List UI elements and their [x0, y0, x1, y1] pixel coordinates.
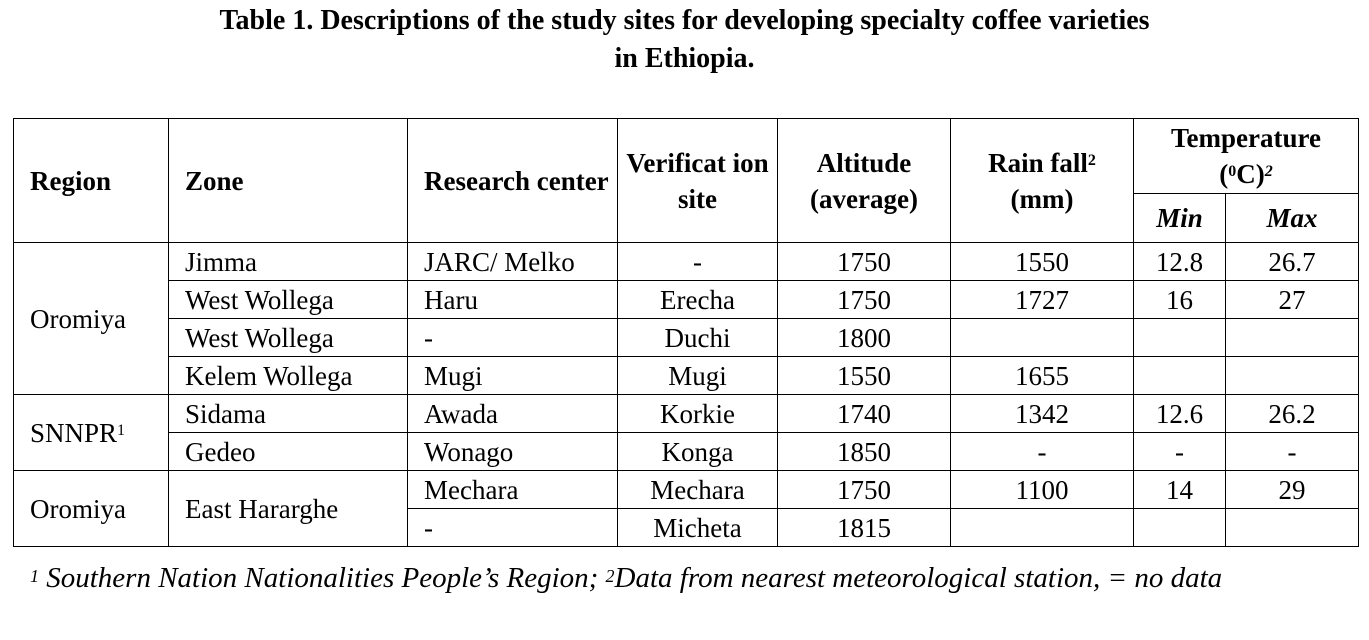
table-row: West Wollega - Duchi 1800 [14, 318, 1360, 357]
rainfall-cell: 1342 [950, 394, 1134, 433]
research-center-cell: Awada [407, 394, 618, 433]
header-min: Min [1133, 193, 1226, 243]
table-title-line-2: in Ethiopia. [614, 43, 755, 74]
header-temperature: Temperature (0C)2 [1132, 118, 1360, 194]
subheader-row: Min Max [14, 193, 1360, 243]
header-region: Region [13, 118, 169, 243]
verification-site-cell: Mechara [617, 470, 778, 509]
verification-site-cell: Mugi [617, 356, 778, 395]
footnote-text-1: Southern Nation Nationalities People’s R… [39, 562, 606, 594]
region-cell: SNNPR1 [13, 394, 169, 471]
research-center-cell: Haru [407, 280, 618, 319]
research-center-cell: Mugi [407, 356, 618, 395]
table-row: Oromiya East Hararghe Mechara Mechara 17… [13, 470, 1360, 547]
altitude-cell: 1815 [777, 508, 951, 547]
max-temp-cell: 29 [1224, 470, 1360, 509]
min-temp-cell: 12.6 [1133, 394, 1226, 433]
header-temperature-sup: 2 [1264, 163, 1273, 180]
rainfall-cell: 1655 [950, 356, 1134, 395]
rainfall-cell: - [950, 432, 1134, 471]
min-temp-cell: - [1133, 432, 1226, 471]
region-name: SNNPR [30, 417, 118, 448]
rainfall-cell: 1727 [950, 280, 1134, 319]
table-row: Kelem Wollega Mugi Mugi 1550 1655 [14, 356, 1360, 395]
min-temp-cell: 14 [1133, 470, 1226, 509]
zone-cell: Sidama [168, 394, 408, 433]
zone-cell: Kelem Wollega [168, 356, 408, 395]
table-row: Gedeo Wonago Konga 1850 - - - [14, 432, 1360, 471]
header-rainfall-label: Rain fall [988, 147, 1088, 178]
verification-site-cell: Duchi [617, 318, 778, 357]
research-center-cell: Wonago [407, 432, 618, 471]
altitude-cell: 1750 [777, 280, 951, 319]
altitude-cell: 1850 [777, 432, 951, 471]
max-temp-cell: 26.2 [1224, 394, 1360, 433]
zone-cell: West Wollega [168, 280, 408, 319]
research-center-cell: Mechara [407, 470, 618, 509]
table-row: West Wollega Haru Erecha 1750 1727 16 27 [14, 280, 1360, 319]
min-temp-cell: 16 [1133, 280, 1226, 319]
verification-site-cell: - [617, 242, 778, 281]
altitude-cell: 1740 [777, 394, 951, 433]
max-temp-cell [1224, 318, 1360, 357]
min-temp-cell [1133, 318, 1226, 357]
table-row: Oromiya Jimma JARC/ Melko - 1750 1550 12… [13, 242, 1360, 395]
region-footnote-sup: 1 [117, 421, 126, 439]
rainfall-cell [950, 318, 1134, 357]
region-cell: Oromiya [13, 470, 169, 547]
max-temp-cell [1224, 356, 1360, 395]
verification-site-cell: Korkie [617, 394, 778, 433]
header-temperature-unit-open: ( [1219, 159, 1229, 189]
header-zone: Zone [168, 118, 408, 243]
research-center-cell: - [407, 318, 618, 357]
table-row: SNNPR1 Sidama Awada Korkie 1740 1342 12.… [13, 394, 1360, 471]
header-altitude: Altitude (average) [777, 118, 951, 243]
zone-cell: West Wollega [168, 318, 408, 357]
table-title: Table 1. Descriptions of the study sites… [0, 2, 1369, 78]
min-temp-cell [1133, 508, 1226, 547]
rainfall-cell: 1100 [950, 470, 1134, 509]
min-temp-cell [1133, 356, 1226, 395]
rainfall-cell: 1550 [950, 242, 1134, 281]
max-temp-cell [1224, 508, 1360, 547]
region-cell: Oromiya [13, 242, 169, 395]
min-temp-cell: 12.8 [1133, 242, 1226, 281]
zone-cell: Jimma [168, 242, 408, 281]
table-row: - Micheta 1815 [14, 508, 1360, 547]
table-footnote: 1 Southern Nation Nationalities People’s… [30, 558, 1360, 598]
research-center-cell: JARC/ Melko [407, 242, 618, 281]
max-temp-cell: 27 [1224, 280, 1360, 319]
header-max: Max [1224, 193, 1360, 243]
header-temperature-unit-sup: 0 [1228, 163, 1237, 180]
verification-site-cell: Konga [617, 432, 778, 471]
table-title-line-1: Table 1. Descriptions of the study sites… [219, 5, 1150, 36]
altitude-cell: 1800 [777, 318, 951, 357]
header-verification-site: Verificat ion site [617, 118, 778, 243]
header-temperature-label: Temperature [1171, 123, 1321, 153]
altitude-cell: 1750 [777, 242, 951, 281]
footnote-text-2: Data from nearest meteorological station… [614, 562, 1223, 594]
rainfall-cell [950, 508, 1134, 547]
header-temperature-unit-close: C) [1236, 159, 1265, 189]
max-temp-cell: 26.7 [1224, 242, 1360, 281]
footnote-sup-2: 2 [605, 566, 615, 586]
zone-cell: Gedeo [168, 432, 408, 471]
altitude-cell: 1550 [777, 356, 951, 395]
header-rainfall-sup: 2 [1087, 151, 1096, 169]
region-name: Oromiya [30, 493, 126, 524]
header-row: Region Zone Research center Verificat io… [13, 118, 1360, 243]
research-center-cell: - [407, 508, 618, 547]
footnote-sup-1: 1 [30, 566, 39, 586]
header-rainfall: Rain fall2 (mm) [950, 118, 1134, 243]
header-research-center: Research center [407, 118, 618, 243]
zone-cell: East Hararghe [168, 470, 408, 547]
verification-site-cell: Erecha [617, 280, 778, 319]
max-temp-cell: - [1224, 432, 1360, 471]
study-sites-table: Region Zone Research center Verificat io… [13, 118, 1360, 547]
header-rainfall-unit: (mm) [1010, 183, 1074, 214]
region-name: Oromiya [30, 303, 126, 334]
verification-site-cell: Micheta [617, 508, 778, 547]
altitude-cell: 1750 [777, 470, 951, 509]
